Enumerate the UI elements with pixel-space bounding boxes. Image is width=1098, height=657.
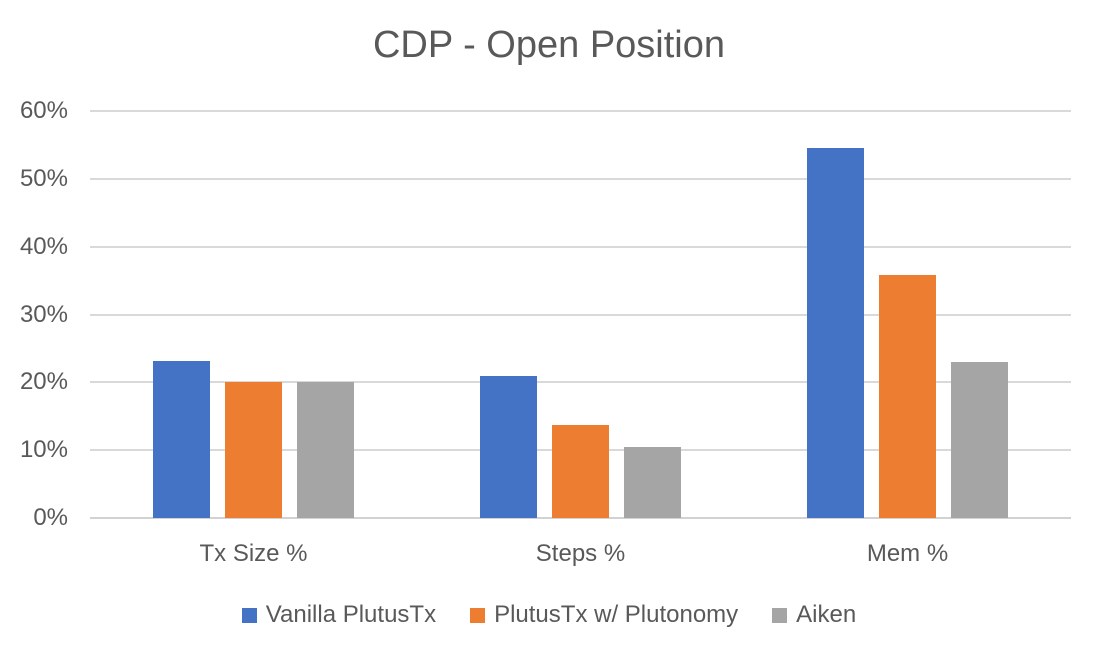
gridline [90, 177, 1071, 180]
bar-plutustx-w-plutonomy [879, 275, 936, 518]
x-category-label: Steps % [535, 540, 626, 567]
legend-label: PlutusTx w/ Plutonomy [494, 601, 739, 628]
legend-swatch [241, 607, 257, 623]
y-tick-label: 60% [19, 97, 68, 124]
chart-title: CDP - Open Position [372, 24, 726, 66]
bar-vanilla-plutustx [807, 148, 864, 518]
bar-aiken [951, 361, 1008, 518]
x-axis-line [90, 517, 1071, 519]
y-tick-label: 30% [19, 300, 68, 328]
y-tick-label: 50% [19, 164, 68, 192]
legend-swatch [470, 607, 486, 623]
legend: Vanilla PlutusTx PlutusTx w/ Plutonomy Aik… [0, 600, 1098, 630]
bar-aiken [297, 382, 354, 518]
legend-item: Aiken [772, 600, 856, 630]
x-category-label: Tx Size % [199, 540, 308, 567]
gridline [90, 245, 1071, 248]
bar-plutustx-w-plutonomy [552, 425, 609, 518]
legend-label: Vanilla PlutusTx [265, 601, 437, 628]
gridline [90, 313, 1071, 316]
legend-swatch [772, 607, 788, 623]
bar-vanilla-plutustx [153, 360, 210, 518]
bar-aiken [624, 447, 681, 518]
y-tick-label: 20% [19, 368, 68, 396]
y-tick-label: 10% [19, 436, 68, 464]
bar-vanilla-plutustx [480, 375, 537, 518]
y-tick-label: 40% [19, 232, 68, 260]
legend-label: Aiken [796, 601, 857, 628]
y-tick-label: 0% [33, 504, 68, 531]
legend-item: PlutusTx w/ Plutonomy [470, 600, 738, 630]
gridline [90, 381, 1071, 384]
legend-item: Vanilla PlutusTx [241, 600, 437, 630]
x-category-label: Mem % [866, 540, 949, 567]
gridline [90, 110, 1071, 112]
bar-plutustx-w-plutonomy [225, 382, 282, 518]
